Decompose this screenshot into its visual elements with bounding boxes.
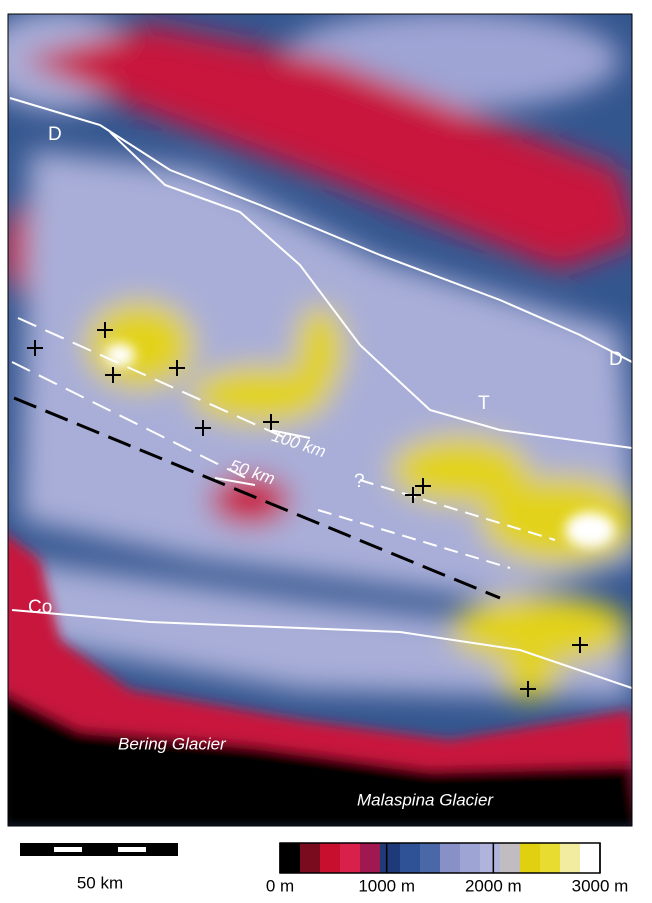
color-swatch xyxy=(300,843,321,873)
color-swatch xyxy=(540,843,561,873)
color-swatch xyxy=(500,843,521,873)
page: D D T Co 100 km 50 km ? Bering Glacier M… xyxy=(0,0,652,903)
color-swatch xyxy=(520,843,541,873)
question-label: ? xyxy=(354,471,365,492)
fault-label: T xyxy=(478,393,490,414)
colorbar-tick-label: 1000 m xyxy=(358,876,415,895)
colorbar-tick-label: 2000 m xyxy=(465,876,522,895)
color-swatch xyxy=(420,843,441,873)
color-swatch xyxy=(580,843,601,873)
place-label: Bering Glacier xyxy=(118,734,227,753)
color-swatch xyxy=(560,843,581,873)
color-swatch xyxy=(480,843,501,873)
color-swatch xyxy=(340,843,361,873)
color-swatch xyxy=(360,843,381,873)
color-swatch xyxy=(440,843,461,873)
scale-bar: 50 km xyxy=(20,843,178,892)
color-swatch xyxy=(400,843,421,873)
map: D D T Co 100 km 50 km ? Bering Glacier M… xyxy=(0,10,640,830)
scale-label: 50 km xyxy=(77,873,123,892)
color-swatch xyxy=(320,843,341,873)
fault-label: Co xyxy=(28,597,52,618)
fault-label: D xyxy=(48,124,62,145)
color-swatch xyxy=(380,843,401,873)
place-label: Malaspina Glacier xyxy=(357,790,494,809)
color-swatch xyxy=(280,843,301,873)
fault-label: D xyxy=(609,349,623,370)
colorbar-tick-label: 0 m xyxy=(266,876,294,895)
color-swatch xyxy=(460,843,481,873)
colorbar: 0 m 1000 m 2000 m 3000 m xyxy=(266,843,629,895)
colorbar-tick-label: 3000 m xyxy=(572,876,629,895)
